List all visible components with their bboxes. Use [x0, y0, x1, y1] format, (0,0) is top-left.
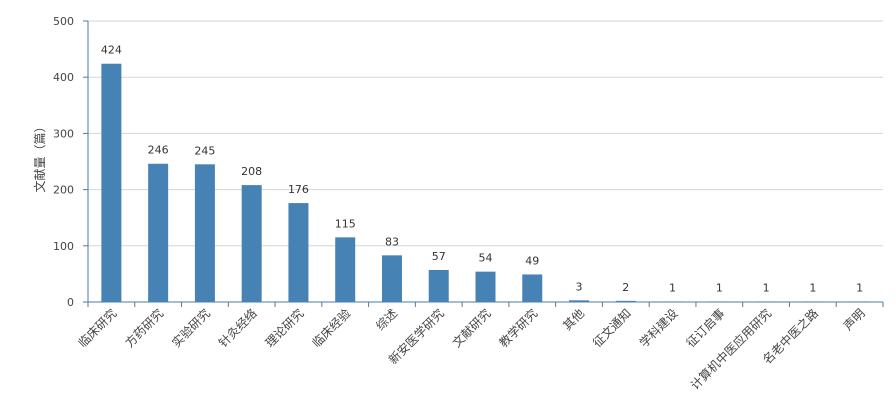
bar: [802, 301, 823, 302]
data-label: 424: [101, 44, 122, 57]
data-label: 208: [241, 165, 262, 178]
x-tick-label: 征文通知: [589, 306, 634, 351]
bar: [849, 301, 870, 302]
x-tick-label: 声明: [841, 306, 868, 333]
x-tick-label: 理论研究: [262, 306, 307, 351]
data-label: 49: [525, 254, 539, 267]
x-tick-label: 实验研究: [168, 306, 213, 351]
data-label: 83: [385, 235, 399, 248]
x-tick-label: 计算机中医应用研究: [687, 306, 774, 393]
data-label: 3: [576, 280, 583, 293]
bar: [101, 63, 122, 302]
data-label: 176: [288, 183, 309, 196]
x-tick-label: 针灸经络: [215, 306, 260, 351]
bar: [756, 301, 777, 302]
x-tick-label: 方药研究: [122, 306, 167, 351]
bar: [381, 255, 402, 302]
bar: [615, 300, 636, 302]
y-tick-label: 400: [53, 71, 74, 84]
x-tick-label: 综述: [373, 306, 400, 333]
data-label: 1: [716, 281, 723, 294]
x-tick-label: 文献研究: [449, 306, 494, 351]
data-label: 2: [622, 281, 629, 294]
y-tick-label: 500: [53, 15, 74, 28]
bar: [475, 271, 496, 302]
gridlines: [88, 20, 883, 247]
data-label: 245: [194, 144, 215, 157]
x-tick-label: 临床研究: [75, 306, 120, 351]
bar: [241, 185, 262, 302]
data-label: 1: [856, 281, 863, 294]
bar: [428, 269, 449, 302]
bar: [288, 203, 309, 302]
x-tick-label: 教学研究: [496, 306, 541, 351]
y-tick-label: 100: [53, 240, 74, 253]
x-tick-label: 学科建设: [636, 306, 681, 351]
data-label: 57: [432, 250, 446, 263]
data-label: 1: [763, 281, 770, 294]
bar: [709, 301, 730, 302]
data-label: 54: [479, 252, 493, 265]
y-axis-ticks: 0 100 200 300 400 500: [53, 15, 88, 309]
bar: [194, 164, 215, 302]
bar: [662, 301, 683, 302]
y-tick-label: 0: [67, 296, 74, 309]
data-label: 1: [669, 281, 676, 294]
y-axis-label: 文献量（篇）: [32, 120, 47, 192]
bar: [569, 300, 590, 302]
data-label: 115: [335, 217, 356, 230]
bar: [148, 163, 169, 302]
bar: [335, 237, 356, 302]
data-label: 246: [148, 144, 169, 157]
data-label: 1: [809, 281, 816, 294]
x-tick-label: 其他: [560, 306, 587, 333]
y-tick-label: 200: [53, 184, 74, 197]
bars: [101, 63, 870, 302]
data-labels: 424 246 245 208 176 115 83 57 54 49 3 2 1 1 1 1 1: [101, 44, 863, 295]
x-tick-label: 征订启事: [684, 306, 728, 350]
y-tick-label: 300: [53, 127, 74, 140]
bar: [522, 274, 543, 302]
x-tick-label: 临床经验: [309, 306, 354, 351]
